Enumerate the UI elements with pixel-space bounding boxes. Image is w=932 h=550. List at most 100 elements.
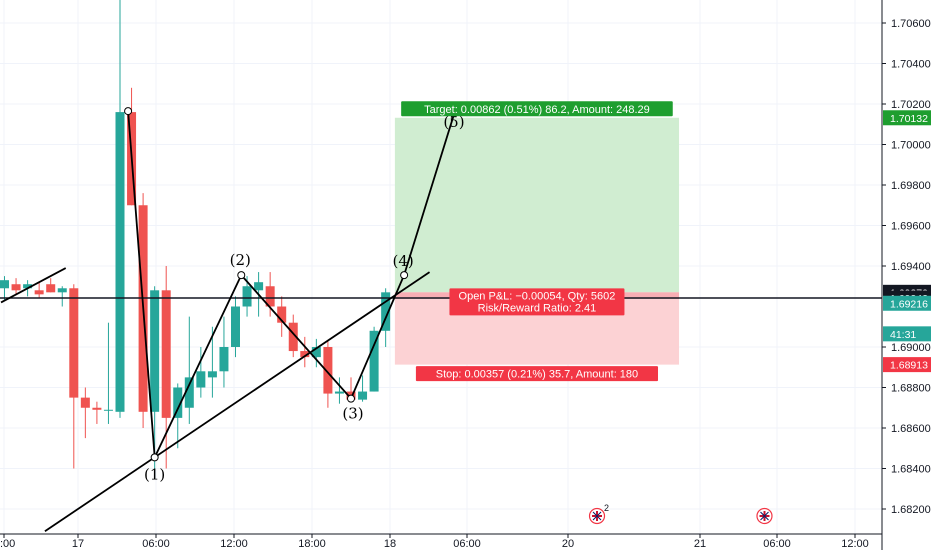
y-axis[interactable]: 1.70600 1.70400 1.70200 1.70000 1.69800 1.696…: [882, 18, 931, 516]
target-zone[interactable]: [394, 117, 680, 293]
candle-body: [150, 290, 160, 412]
candle[interactable]: [11, 278, 21, 295]
candle-body: [80, 397, 90, 408]
y-tick-label: 1.68200: [891, 504, 931, 516]
candle[interactable]: [300, 336, 310, 368]
candle-body: [358, 391, 368, 400]
candle-body: [277, 306, 287, 323]
candle-body: [207, 371, 217, 378]
wave-label: (1): [144, 465, 165, 483]
candle[interactable]: [103, 322, 113, 424]
candle[interactable]: [207, 326, 217, 398]
price-badge-text: 1.70132: [890, 113, 928, 125]
candle[interactable]: [184, 316, 194, 424]
candle[interactable]: [288, 314, 298, 358]
candle[interactable]: [334, 377, 344, 404]
x-tick-label: 12:00: [841, 538, 869, 550]
candle[interactable]: [69, 284, 79, 469]
event-count: 2: [604, 503, 609, 513]
wave-pivot[interactable]: [347, 394, 355, 403]
x-tick-label: 06:00: [763, 538, 791, 550]
event-marker-icon[interactable]: 2: [588, 503, 610, 525]
y-tick-label: 1.70200: [891, 99, 931, 111]
pnl-tag-text: Open P&L: −0.00054, Qty: 5602: [459, 290, 616, 302]
price-badge-text: 41:31: [890, 329, 916, 341]
x-axis[interactable]: :00 17 06:00 12:00 18:00 18 06:00 20 21 06:00 12:0…: [0, 534, 869, 550]
wave-label: (2): [230, 251, 251, 269]
price-badge: 1.68913: [883, 357, 931, 373]
candle-body: [242, 286, 252, 307]
candle-body: [57, 288, 67, 293]
candle-body: [46, 284, 56, 293]
y-tick-label: 1.70400: [891, 59, 931, 71]
y-tick-label: 1.68400: [891, 464, 931, 476]
candle[interactable]: [196, 347, 206, 398]
wave-label: (4): [393, 252, 414, 270]
target-tag-bg: [401, 101, 673, 117]
candle[interactable]: [219, 316, 229, 388]
trendline[interactable]: [0, 267, 67, 304]
x-tick-label: :00: [0, 538, 15, 550]
x-tick-label: 06:00: [142, 538, 170, 550]
y-tick-label: 1.69000: [891, 342, 931, 354]
x-tick-label: 06:00: [453, 538, 481, 550]
rr-tag-text: Risk/Reward Ratio: 2.41: [478, 302, 597, 314]
y-tick-label: 1.68800: [891, 383, 931, 395]
price-badge: 1.69216: [883, 295, 931, 311]
stop-tag-text: Stop: 0.00357 (0.21%) 35.7, Amount: 180: [436, 369, 638, 381]
price-badge-text: 1.69216: [890, 298, 928, 310]
y-tick-label: 1.69600: [891, 221, 931, 233]
candle-body: [0, 280, 9, 289]
candle[interactable]: [369, 326, 379, 392]
candle[interactable]: [231, 296, 240, 358]
event-marker-icon[interactable]: [756, 507, 773, 525]
candle[interactable]: [311, 338, 321, 368]
stop-tag: Stop: 0.00357 (0.21%) 35.7, Amount: 180: [415, 366, 659, 382]
y-tick-label: 1.68600: [891, 423, 931, 435]
candle-body: [92, 407, 102, 410]
flag-diag-2: [760, 511, 769, 521]
candle-body: [103, 409, 113, 411]
wave-pivot[interactable]: [400, 271, 409, 280]
price-badge-bg: [883, 110, 931, 126]
candle[interactable]: [277, 296, 287, 337]
candle-body: [334, 391, 344, 394]
candle[interactable]: [265, 272, 275, 317]
price-badge: 41:31: [883, 326, 931, 342]
trendline[interactable]: [44, 271, 431, 533]
candle-body: [219, 347, 229, 372]
candle[interactable]: [115, 0, 125, 418]
wave-pivot[interactable]: [124, 107, 133, 116]
candle-body: [311, 347, 321, 358]
elliott-wave-path[interactable]: [127, 110, 456, 461]
target-tag-text: Target: 0.00862 (0.51%) 86.2, Amount: 24…: [424, 104, 650, 116]
y-tick-label: 1.69400: [891, 261, 931, 273]
candle[interactable]: [80, 387, 90, 439]
x-tick-label: 12:00: [220, 538, 248, 550]
candle-body: [115, 112, 125, 412]
price-badge-text: 1.68913: [890, 360, 928, 372]
price-badge-bg: [883, 295, 931, 311]
candle[interactable]: [57, 286, 67, 307]
candle[interactable]: [0, 276, 9, 301]
candle-body: [323, 347, 333, 394]
candle-body: [300, 351, 310, 358]
candle-body: [23, 284, 33, 289]
candle[interactable]: [173, 383, 183, 449]
candle[interactable]: [92, 401, 102, 424]
candle[interactable]: [46, 278, 56, 293]
candle[interactable]: [323, 340, 333, 408]
candle-body: [369, 330, 379, 392]
wave-pivot[interactable]: [237, 271, 246, 280]
plot-area: (1) (2) (3) (4) (5)Target: 0.00862 (0.51%) 8…: [0, 0, 882, 533]
wave-pivot[interactable]: [150, 453, 159, 462]
wave-label: (5): [443, 113, 464, 131]
x-tick-label: 18:00: [298, 538, 326, 550]
candle[interactable]: [358, 375, 368, 402]
candle-body: [184, 377, 194, 408]
x-tick-label: 20: [562, 538, 574, 550]
candle[interactable]: [34, 282, 44, 299]
candle-body: [196, 371, 206, 388]
candle-body: [69, 288, 79, 398]
